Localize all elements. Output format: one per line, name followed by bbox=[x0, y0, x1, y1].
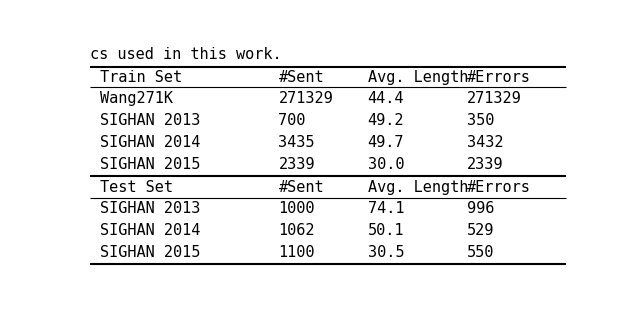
Text: 1000: 1000 bbox=[278, 201, 315, 216]
Text: Test Set: Test Set bbox=[100, 180, 173, 195]
Text: 3432: 3432 bbox=[467, 135, 504, 150]
Text: SIGHAN 2015: SIGHAN 2015 bbox=[100, 157, 200, 171]
Text: 50.1: 50.1 bbox=[367, 223, 404, 238]
Text: cs used in this work.: cs used in this work. bbox=[90, 47, 282, 61]
Text: SIGHAN 2015: SIGHAN 2015 bbox=[100, 245, 200, 260]
Text: #Errors: #Errors bbox=[467, 70, 531, 85]
Text: 700: 700 bbox=[278, 113, 306, 128]
Text: 271329: 271329 bbox=[467, 91, 522, 106]
Text: #Errors: #Errors bbox=[467, 180, 531, 195]
Text: 1100: 1100 bbox=[278, 245, 315, 260]
Text: 529: 529 bbox=[467, 223, 494, 238]
Text: 3435: 3435 bbox=[278, 135, 315, 150]
Text: 996: 996 bbox=[467, 201, 494, 216]
Text: 2339: 2339 bbox=[278, 157, 315, 171]
Text: 30.0: 30.0 bbox=[367, 157, 404, 171]
Text: 2339: 2339 bbox=[467, 157, 504, 171]
Text: SIGHAN 2013: SIGHAN 2013 bbox=[100, 201, 200, 216]
Text: 1062: 1062 bbox=[278, 223, 315, 238]
Text: Train Set: Train Set bbox=[100, 70, 182, 85]
Text: Avg. Length: Avg. Length bbox=[367, 70, 468, 85]
Text: 550: 550 bbox=[467, 245, 494, 260]
Text: Avg. Length: Avg. Length bbox=[367, 180, 468, 195]
Text: Wang271K: Wang271K bbox=[100, 91, 173, 106]
Text: SIGHAN 2014: SIGHAN 2014 bbox=[100, 135, 200, 150]
Text: 44.4: 44.4 bbox=[367, 91, 404, 106]
Text: 30.5: 30.5 bbox=[367, 245, 404, 260]
Text: SIGHAN 2013: SIGHAN 2013 bbox=[100, 113, 200, 128]
Text: 49.2: 49.2 bbox=[367, 113, 404, 128]
Text: 271329: 271329 bbox=[278, 91, 333, 106]
Text: #Sent: #Sent bbox=[278, 180, 324, 195]
Text: 74.1: 74.1 bbox=[367, 201, 404, 216]
Text: #Sent: #Sent bbox=[278, 70, 324, 85]
Text: 49.7: 49.7 bbox=[367, 135, 404, 150]
Text: SIGHAN 2014: SIGHAN 2014 bbox=[100, 223, 200, 238]
Text: 350: 350 bbox=[467, 113, 494, 128]
